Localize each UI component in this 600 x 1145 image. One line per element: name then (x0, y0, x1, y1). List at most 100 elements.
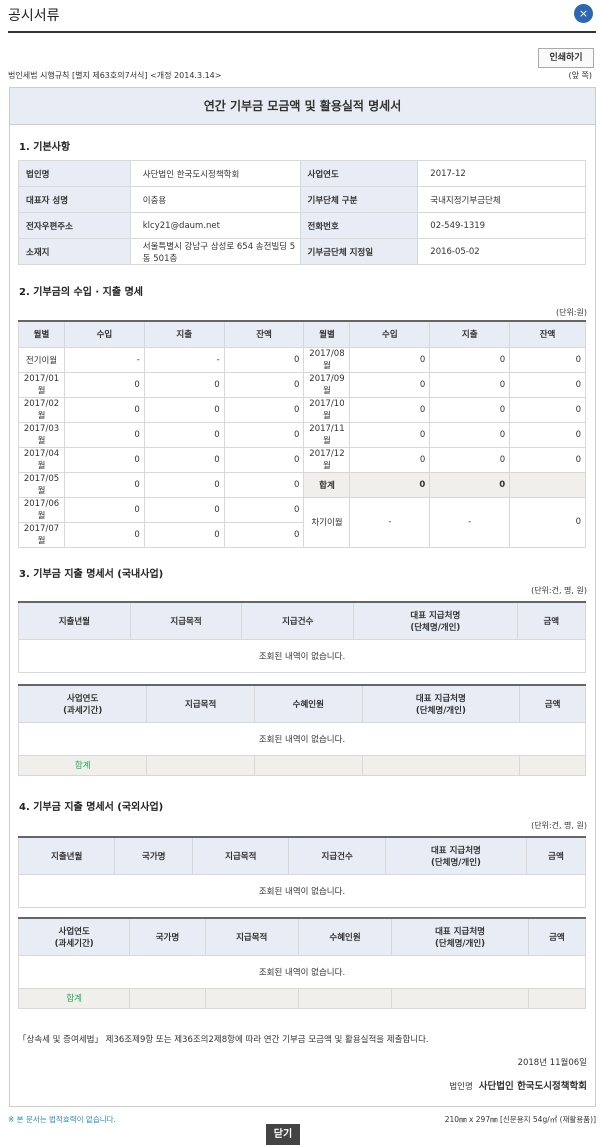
info-label: 법인명 (18, 160, 131, 187)
total-cell (146, 754, 255, 776)
column-header: 잔액 (223, 320, 305, 348)
amount-cell: 0 (349, 471, 431, 498)
total-cell (519, 754, 586, 776)
column-header: 대표 지급처명 (단체명/개인) (361, 684, 521, 723)
total-label: 합계 (17, 754, 148, 776)
column-header: 지출 (143, 320, 225, 348)
amount-cell: 0 (63, 396, 145, 423)
month-cell: 2017/02월 (18, 396, 65, 423)
amount-cell: 0 (63, 371, 145, 398)
info-value: 국내지정기부금단체 (417, 186, 586, 213)
total-cell (253, 754, 363, 776)
info-value: 2016-05-02 (417, 238, 586, 265)
column-header: 국가명 (129, 917, 206, 956)
month-cell: 2017/05월 (18, 471, 65, 498)
amount-cell: 0 (509, 371, 586, 398)
amount-cell: 0 (509, 496, 586, 548)
amount-cell: 0 (429, 346, 511, 373)
table-row: 2017/03월 0 0 0 2017/11월 0 0 0 (18, 421, 586, 448)
total-row: 합계 (17, 987, 587, 1009)
amount-cell: 0 (223, 421, 305, 448)
table-row: 2017/01월 0 0 0 2017/09월 0 0 0 (18, 371, 586, 398)
legal-notice: ※ 본 문서는 법적효력이 없습니다. (8, 1115, 116, 1124)
column-header: 대표 지급처명 (단체명/개인) (353, 601, 518, 640)
unit-label: (단위:건, 명, 원) (531, 586, 587, 595)
column-header: 사업연도 (과세기간) (17, 684, 148, 723)
amount-cell: 0 (509, 346, 586, 373)
total-cell (391, 987, 529, 1009)
amount-cell: 0 (223, 396, 305, 423)
title-divider (8, 31, 596, 33)
amount-cell: 0 (349, 421, 431, 448)
column-header: 수입 (63, 320, 145, 348)
domestic-expense-table: 지출년월 지급목적 지급건수 대표 지급처명 (단체명/개인) 금액 조회된 내역이 없습… (18, 601, 587, 673)
table-row: 2017/07월 0 0 0 (18, 521, 586, 548)
amount-cell: 0 (509, 446, 586, 473)
column-header: 금액 (527, 917, 587, 956)
total-label: 합계 (17, 987, 131, 1009)
overseas-expense-table: 지출년월 국가명 지급목적 지급건수 대표 지급처명 (단체명/개인) 금액 조회된 내역이… (17, 836, 586, 908)
basic-info-table: 법인명 사단법인 한국도시정책학회 사업연도 2017-12 대표자 성명 이충용 기부단체… (18, 160, 586, 265)
amount-cell: 0 (143, 496, 225, 523)
month-cell: 2017/07월 (18, 521, 65, 548)
document-title: 연간 기부금 모금액 및 활용실적 명세서 (10, 88, 595, 125)
amount-cell: 0 (223, 471, 305, 498)
amount-cell: 0 (143, 396, 225, 423)
corporation-signature: 법인명 사단법인 한국도시정책학회 (449, 1078, 587, 1092)
month-cell: 합계 (303, 471, 351, 498)
amount-cell: 0 (63, 471, 145, 498)
info-label: 기부단체 구분 (299, 186, 419, 213)
column-header: 지급목적 (129, 601, 243, 640)
amount-cell: 0 (63, 521, 145, 548)
corp-label: 법인명 (449, 1082, 473, 1092)
amount-cell: 0 (429, 471, 511, 498)
month-cell: 2017/12월 (303, 446, 351, 473)
unit-label: (단위:원) (555, 308, 587, 317)
amount-cell: 0 (223, 446, 305, 473)
column-header: 국가명 (114, 836, 194, 875)
amount-cell: - (429, 496, 511, 548)
amount-cell (509, 471, 586, 498)
info-row: 소재지 서울특별시 강남구 삼성로 654 송전빌딩 5동 501층 기부금단체 지… (18, 238, 586, 265)
total-cell (129, 987, 206, 1009)
submission-date: 2018년 11월06일 (517, 1058, 587, 1068)
info-label: 기부금단체 지정일 (299, 238, 419, 265)
total-cell (297, 987, 393, 1009)
column-header: 금액 (516, 601, 587, 640)
month-cell: 2017/09월 (303, 371, 351, 398)
amount-cell: 0 (349, 371, 431, 398)
column-header: 지출년월 (17, 836, 116, 875)
total-row: 합계 (17, 754, 586, 776)
amount-cell: 0 (143, 371, 225, 398)
month-cell: 2017/01월 (18, 371, 65, 398)
info-label: 전화번호 (299, 212, 419, 239)
close-button[interactable]: 닫기 (266, 1124, 300, 1145)
total-cell (361, 754, 521, 776)
info-label: 전자우편주소 (18, 212, 131, 239)
amount-cell: 0 (223, 371, 305, 398)
section-1-heading: 1. 기본사항 (19, 142, 71, 153)
table-row: 2017/05월 0 0 0 합계 0 0 (18, 471, 586, 498)
print-button[interactable]: 인쇄하기 (538, 48, 594, 68)
close-icon[interactable]: × (574, 4, 593, 23)
amount-cell: 0 (223, 346, 305, 373)
amount-cell: 0 (63, 496, 145, 523)
empty-message: 조회된 내역이 없습니다. (18, 954, 586, 989)
table-row: 2017/06월 0 0 0 차기이월 - -0 (18, 496, 586, 548)
month-cell: 차기이월 (303, 496, 351, 548)
column-header: 지급건수 (288, 836, 386, 875)
form-reference: 법인세법 시행규칙 [별지 제63호의7서식] <개정 2014.3.14> (8, 71, 222, 80)
amount-cell: 0 (63, 446, 145, 473)
amount-cell: 0 (349, 446, 431, 473)
corp-name: 사단법인 한국도시정책학회 (478, 1081, 587, 1092)
column-header: 잔액 (509, 320, 586, 348)
amount-cell: 0 (429, 446, 511, 473)
month-cell: 2017/06월 (18, 496, 65, 523)
column-header: 지출 (429, 320, 511, 348)
month-cell: 2017/11월 (303, 421, 351, 448)
total-cell (527, 987, 587, 1009)
info-value: 이충용 (129, 186, 301, 213)
info-label: 대표자 성명 (18, 186, 131, 213)
amount-cell: 0 (223, 496, 305, 523)
domestic-beneficiary-table: 사업연도 (과세기간) 지급목적 수혜인원 대표 지급처명 (단체명/개인) 금액 조회된… (17, 684, 586, 776)
